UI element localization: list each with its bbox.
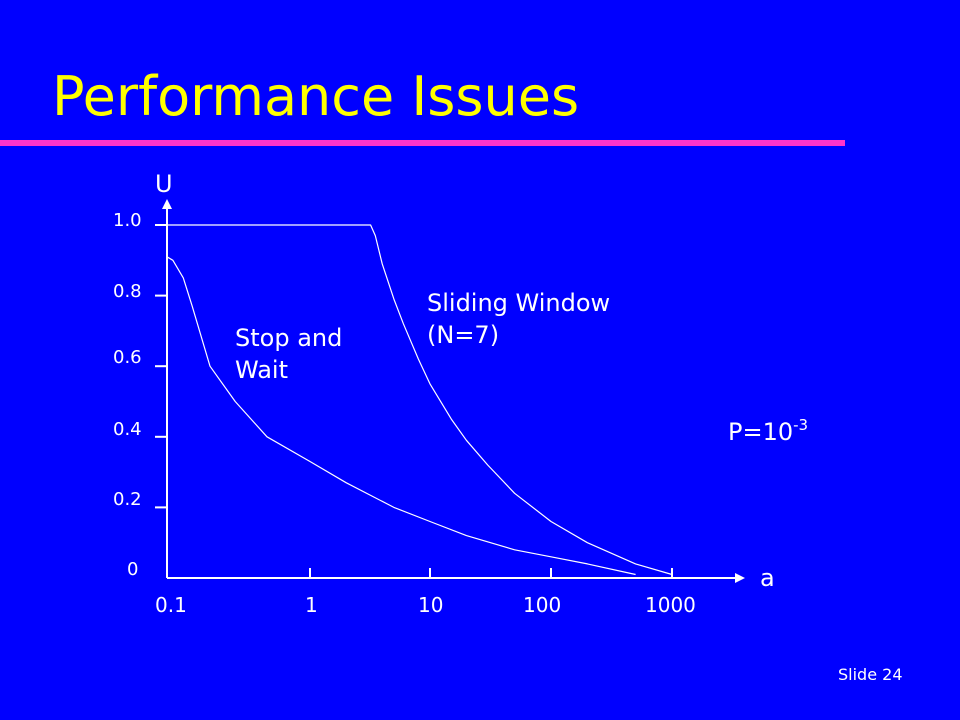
x-axis-label: a [760,564,775,592]
y-tick-label: 0.4 [113,419,142,440]
sliding-window-label: Sliding Window (N=7) [427,287,610,351]
error-probability-base: P=10 [728,418,794,446]
slide-number: Slide 24 [838,665,903,684]
stop-and-wait-label: Stop and Wait [235,322,342,386]
x-axis-arrow-icon [735,573,745,583]
y-tick-label: 1.0 [113,210,142,231]
slide-title: Performance Issues [52,65,580,128]
error-probability-exponent: -3 [793,416,809,434]
stop-and-wait-label-line: Wait [235,356,288,384]
y-tick-label: 0 [127,559,139,580]
x-tick-label: 0.1 [155,593,187,617]
stop-and-wait-curve [166,256,636,576]
sliding-window-curve [167,224,673,576]
sliding-window-label-line: Sliding Window [427,289,611,317]
x-tick-label: 10 [418,593,444,617]
x-tick-label: 1 [305,593,318,617]
stop-and-wait-label-line: Stop and [235,324,343,352]
y-tick-label: 0.8 [113,281,142,302]
title-divider [0,140,845,146]
sliding-window-label-line: (N=7) [427,321,500,349]
y-tick-label: 0.6 [113,347,142,368]
y-axis-arrow-icon [162,199,172,209]
y-tick-label: 0.2 [113,489,142,510]
error-probability-label: P=10-3 [728,416,809,446]
y-axis-label: U [155,170,173,198]
x-tick-label: 100 [523,593,562,617]
x-tick-label: 1000 [645,593,696,617]
